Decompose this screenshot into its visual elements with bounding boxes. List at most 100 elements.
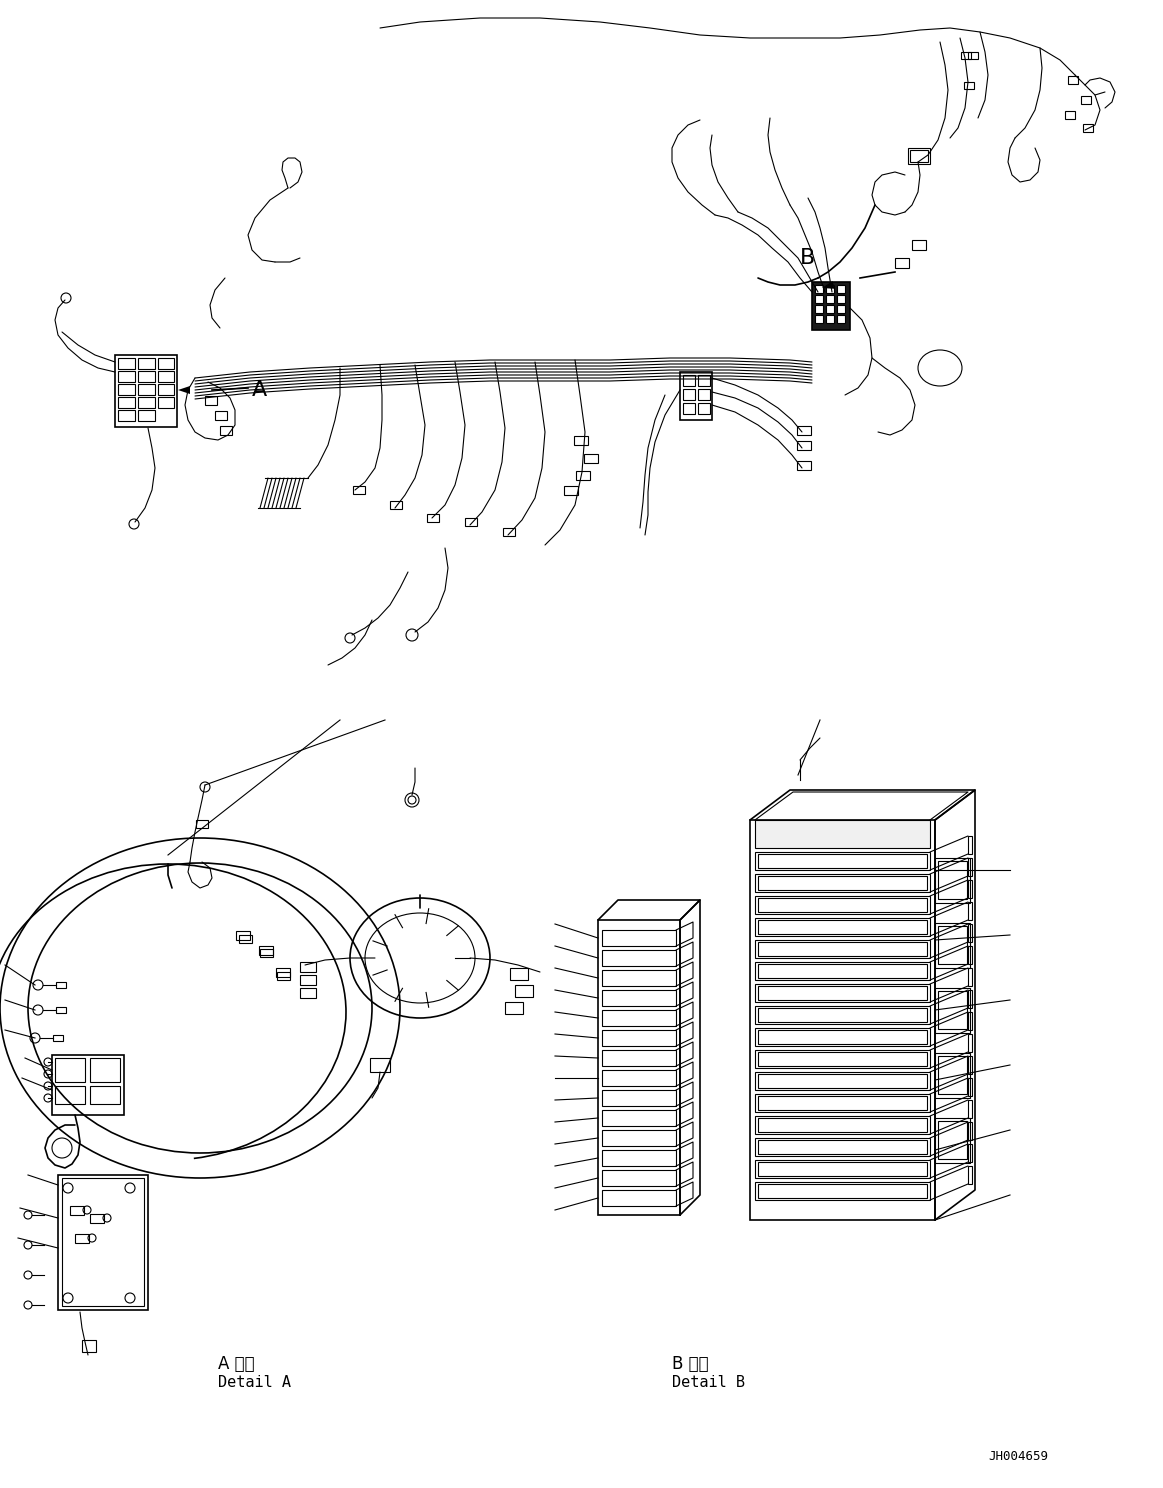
Bar <box>758 1162 927 1176</box>
Bar <box>755 896 930 914</box>
Bar <box>758 1007 927 1022</box>
Bar <box>755 1094 930 1112</box>
Bar <box>968 902 972 920</box>
Bar <box>55 1058 85 1082</box>
Bar <box>53 1036 63 1042</box>
Bar <box>215 411 227 420</box>
Bar <box>968 969 972 987</box>
Bar <box>602 1051 676 1065</box>
Bar <box>758 1030 927 1045</box>
Bar <box>277 972 290 981</box>
Bar <box>968 990 972 1007</box>
Bar <box>758 1184 927 1198</box>
Bar <box>584 454 598 463</box>
Bar <box>815 286 823 293</box>
Bar <box>261 949 273 957</box>
Bar <box>680 372 712 420</box>
Bar <box>939 1056 966 1094</box>
Bar <box>90 1058 120 1082</box>
Bar <box>564 487 578 496</box>
Bar <box>797 461 811 470</box>
Bar <box>755 940 930 958</box>
Bar <box>504 528 515 536</box>
Polygon shape <box>178 385 190 394</box>
Bar <box>117 397 135 408</box>
Bar <box>390 501 402 509</box>
Bar <box>755 1028 930 1046</box>
Bar <box>300 988 316 998</box>
Bar <box>598 920 680 1216</box>
Bar <box>939 862 966 899</box>
Bar <box>968 946 972 964</box>
Bar <box>755 1161 930 1178</box>
Bar <box>698 403 709 414</box>
Bar <box>758 1140 927 1155</box>
Bar <box>758 987 927 1000</box>
Bar <box>939 926 966 964</box>
Bar <box>300 963 316 972</box>
Bar <box>602 1010 676 1027</box>
Bar <box>935 988 970 1033</box>
Bar <box>939 991 966 1030</box>
Bar <box>968 1144 972 1162</box>
Bar <box>912 240 926 250</box>
Bar <box>276 969 290 978</box>
Bar <box>698 375 709 385</box>
Bar <box>240 934 252 943</box>
Bar <box>138 384 155 394</box>
Bar <box>755 820 930 848</box>
Text: B: B <box>800 248 815 268</box>
Bar <box>52 1055 124 1115</box>
Bar <box>758 920 927 934</box>
Bar <box>1065 112 1075 119</box>
Bar <box>58 1176 148 1309</box>
Bar <box>968 836 972 854</box>
Bar <box>505 1001 523 1013</box>
Bar <box>961 52 971 60</box>
Bar <box>968 924 972 942</box>
Bar <box>138 371 155 382</box>
Bar <box>138 359 155 369</box>
Bar <box>511 969 528 981</box>
Bar <box>602 1030 676 1046</box>
Bar <box>758 1117 927 1132</box>
Bar <box>758 876 927 890</box>
Bar <box>220 426 231 434</box>
Bar <box>90 1214 104 1223</box>
Bar <box>197 820 208 827</box>
Text: Detail A: Detail A <box>217 1375 291 1390</box>
Text: Detail B: Detail B <box>672 1375 745 1390</box>
Bar <box>755 1181 930 1199</box>
Bar <box>117 384 135 394</box>
Bar <box>896 257 909 268</box>
Bar <box>968 879 972 897</box>
Text: JH004659: JH004659 <box>989 1449 1048 1463</box>
Bar <box>1080 97 1091 104</box>
Bar <box>1068 76 1078 83</box>
Text: A: A <box>252 379 267 400</box>
Bar <box>968 1077 972 1097</box>
Bar <box>62 1178 144 1306</box>
Bar <box>602 1091 676 1106</box>
Bar <box>117 371 135 382</box>
Bar <box>797 440 811 449</box>
Bar <box>935 923 970 969</box>
Bar <box>837 286 846 293</box>
Bar <box>758 964 927 978</box>
Bar <box>236 931 250 940</box>
Bar <box>935 1054 970 1098</box>
Bar <box>815 315 823 323</box>
Bar <box>935 859 970 903</box>
Bar <box>755 1116 930 1134</box>
Bar <box>939 1120 966 1159</box>
Bar <box>837 295 846 304</box>
Bar <box>826 305 834 312</box>
Bar <box>55 1086 85 1104</box>
Bar <box>205 396 217 405</box>
Bar <box>1083 124 1093 132</box>
Bar <box>964 82 973 89</box>
Bar <box>158 359 174 369</box>
Bar <box>758 1097 927 1110</box>
Bar <box>750 820 935 1220</box>
Bar <box>158 384 174 394</box>
